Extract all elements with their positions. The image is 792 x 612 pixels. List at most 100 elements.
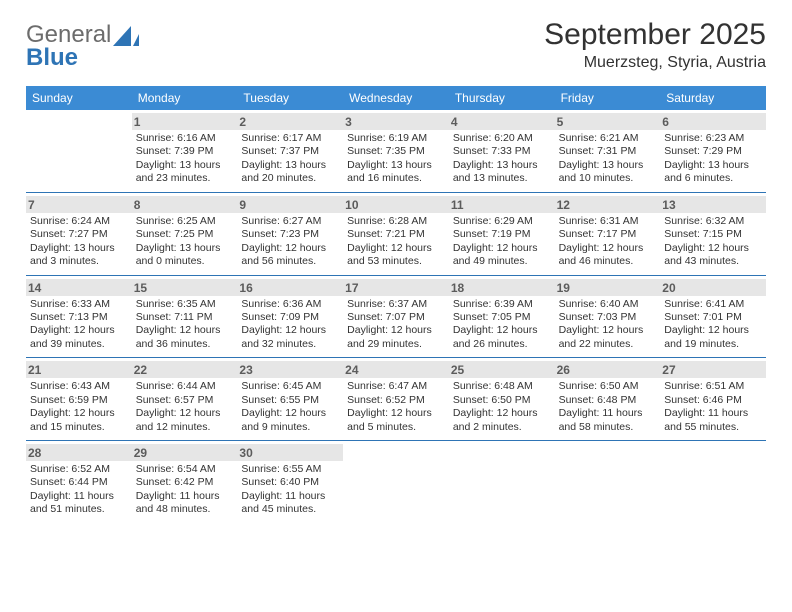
sun-info: Sunrise: 6:47 AMSunset: 6:52 PMDaylight:…: [347, 380, 445, 434]
day-number: 10: [343, 196, 449, 213]
day-number: 25: [449, 361, 555, 378]
sun-info: Sunrise: 6:41 AMSunset: 7:01 PMDaylight:…: [664, 298, 762, 352]
day-cell: 21 Sunrise: 6:43 AMSunset: 6:59 PMDayligh…: [26, 358, 132, 440]
sun-info: Sunrise: 6:32 AMSunset: 7:15 PMDaylight:…: [664, 215, 762, 269]
day-number: 15: [132, 279, 238, 296]
day-cell: [343, 441, 449, 523]
sun-info: Sunrise: 6:37 AMSunset: 7:07 PMDaylight:…: [347, 298, 445, 352]
calendar-grid: SundayMondayTuesdayWednesdayThursdayFrid…: [26, 86, 766, 523]
sun-info: Sunrise: 6:52 AMSunset: 6:44 PMDaylight:…: [30, 463, 128, 517]
day-number: 22: [132, 361, 238, 378]
dayname-cell: Saturday: [660, 86, 766, 110]
day-cell: 12 Sunrise: 6:31 AMSunset: 7:17 PMDayligh…: [555, 193, 661, 275]
dayname-row: SundayMondayTuesdayWednesdayThursdayFrid…: [26, 86, 766, 110]
day-cell: 2Sunrise: 6:17 AMSunset: 7:37 PMDaylight…: [237, 110, 343, 192]
sun-info: Sunrise: 6:54 AMSunset: 6:42 PMDaylight:…: [136, 463, 234, 517]
logo-word-blue: Blue: [26, 44, 78, 71]
sun-info: Sunrise: 6:20 AMSunset: 7:33 PMDaylight:…: [453, 132, 551, 186]
day-number: 3: [343, 113, 449, 130]
week-row: 14Sunrise: 6:33 AMSunset: 7:13 PMDayligh…: [26, 276, 766, 359]
day-cell: 26Sunrise: 6:50 AMSunset: 6:48 PMDayligh…: [555, 358, 661, 440]
sun-info: Sunrise: 6:29 AMSunset: 7:19 PMDaylight:…: [453, 215, 551, 269]
sun-info: Sunrise: 6:21 AMSunset: 7:31 PMDaylight:…: [559, 132, 657, 186]
sun-info: Sunrise: 6:45 AMSunset: 6:55 PMDaylight:…: [241, 380, 339, 434]
week-row: 7Sunrise: 6:24 AMSunset: 7:27 PMDaylight…: [26, 193, 766, 276]
sun-info: Sunrise: 6:27 AMSunset: 7:23 PMDaylight:…: [241, 215, 339, 269]
day-cell: 18Sunrise: 6:39 AMSunset: 7:05 PMDayligh…: [449, 276, 555, 358]
logo: General Blue: [26, 18, 141, 70]
day-cell: 3 Sunrise: 6:19 AMSunset: 7:35 PMDaylight…: [343, 110, 449, 192]
sun-info: Sunrise: 6:35 AMSunset: 7:11 PMDaylight:…: [136, 298, 234, 352]
sun-info: Sunrise: 6:28 AMSunset: 7:21 PMDaylight:…: [347, 215, 445, 269]
day-cell: 1Sunrise: 6:16 AMSunset: 7:39 PMDaylight…: [132, 110, 238, 192]
day-number: 26: [555, 361, 661, 378]
day-cell: 6 Sunrise: 6:23 AMSunset: 7:29 PMDaylight…: [660, 110, 766, 192]
day-cell: 13Sunrise: 6:32 AMSunset: 7:15 PMDayligh…: [660, 193, 766, 275]
day-number: 21: [26, 361, 132, 378]
sun-info: Sunrise: 6:31 AMSunset: 7:17 PMDaylight:…: [559, 215, 657, 269]
sun-info: Sunrise: 6:48 AMSunset: 6:50 PMDaylight:…: [453, 380, 551, 434]
day-number: 24: [343, 361, 449, 378]
day-cell: 17 Sunrise: 6:37 AMSunset: 7:07 PMDayligh…: [343, 276, 449, 358]
day-cell: 15 Sunrise: 6:35 AMSunset: 7:11 PMDayligh…: [132, 276, 238, 358]
day-cell: 24 Sunrise: 6:47 AMSunset: 6:52 PMDayligh…: [343, 358, 449, 440]
day-cell: 23 Sunrise: 6:45 AMSunset: 6:55 PMDayligh…: [237, 358, 343, 440]
day-number: 17: [343, 279, 449, 296]
day-number: 6: [660, 113, 766, 130]
day-number: 12: [555, 196, 661, 213]
day-number: 9: [237, 196, 343, 213]
day-cell: 4 Sunrise: 6:20 AMSunset: 7:33 PMDaylight…: [449, 110, 555, 192]
sun-info: Sunrise: 6:36 AMSunset: 7:09 PMDaylight:…: [241, 298, 339, 352]
sun-info: Sunrise: 6:51 AMSunset: 6:46 PMDaylight:…: [664, 380, 762, 434]
dayname-cell: Tuesday: [237, 86, 343, 110]
day-number: 20: [660, 279, 766, 296]
day-cell: 25 Sunrise: 6:48 AMSunset: 6:50 PMDayligh…: [449, 358, 555, 440]
weeks-container: 1Sunrise: 6:16 AMSunset: 7:39 PMDaylight…: [26, 110, 766, 523]
title-block: September 2025 Muerzsteg, Styria, Austri…: [544, 18, 766, 72]
day-number: 30: [237, 444, 343, 461]
day-number: 23: [237, 361, 343, 378]
day-cell: 22Sunrise: 6:44 AMSunset: 6:57 PMDayligh…: [132, 358, 238, 440]
dayname-cell: Wednesday: [343, 86, 449, 110]
dayname-cell: Monday: [132, 86, 238, 110]
day-number: 28: [26, 444, 132, 461]
day-cell: 14Sunrise: 6:33 AMSunset: 7:13 PMDayligh…: [26, 276, 132, 358]
day-number: 1: [132, 113, 238, 130]
day-number: 29: [132, 444, 238, 461]
logo-text: General Blue: [26, 24, 111, 70]
day-number: 27: [660, 361, 766, 378]
day-number: 19: [555, 279, 661, 296]
day-cell: [449, 441, 555, 523]
day-cell: 10 Sunrise: 6:28 AMSunset: 7:21 PMDayligh…: [343, 193, 449, 275]
day-number: 4: [449, 113, 555, 130]
sun-info: Sunrise: 6:25 AMSunset: 7:25 PMDaylight:…: [136, 215, 234, 269]
day-cell: 7Sunrise: 6:24 AMSunset: 7:27 PMDaylight…: [26, 193, 132, 275]
day-cell: 5 Sunrise: 6:21 AMSunset: 7:31 PMDaylight…: [555, 110, 661, 192]
dayname-cell: Thursday: [449, 86, 555, 110]
day-cell: [555, 441, 661, 523]
sun-info: Sunrise: 6:40 AMSunset: 7:03 PMDaylight:…: [559, 298, 657, 352]
day-cell: 27 Sunrise: 6:51 AMSunset: 6:46 PMDayligh…: [660, 358, 766, 440]
month-title: September 2025: [544, 18, 766, 52]
day-number: 18: [449, 279, 555, 296]
day-number: 16: [237, 279, 343, 296]
day-cell: 11Sunrise: 6:29 AMSunset: 7:19 PMDayligh…: [449, 193, 555, 275]
calendar-page: General Blue September 2025 Muerzsteg, S…: [0, 0, 792, 523]
location-subtitle: Muerzsteg, Styria, Austria: [544, 54, 766, 72]
week-row: 1Sunrise: 6:16 AMSunset: 7:39 PMDaylight…: [26, 110, 766, 193]
day-cell: 19 Sunrise: 6:40 AMSunset: 7:03 PMDayligh…: [555, 276, 661, 358]
sun-info: Sunrise: 6:17 AMSunset: 7:37 PMDaylight:…: [241, 132, 339, 186]
day-cell: [660, 441, 766, 523]
dayname-cell: Sunday: [26, 86, 132, 110]
week-row: 21 Sunrise: 6:43 AMSunset: 6:59 PMDayligh…: [26, 358, 766, 441]
day-number: 7: [26, 196, 132, 213]
day-cell: 29 Sunrise: 6:54 AMSunset: 6:42 PMDayligh…: [132, 441, 238, 523]
sun-info: Sunrise: 6:19 AMSunset: 7:35 PMDaylight:…: [347, 132, 445, 186]
header: General Blue September 2025 Muerzsteg, S…: [26, 18, 766, 72]
day-number: 14: [26, 279, 132, 296]
day-number: 5: [555, 113, 661, 130]
dayname-cell: Friday: [555, 86, 661, 110]
sun-info: Sunrise: 6:43 AMSunset: 6:59 PMDaylight:…: [30, 380, 128, 434]
week-row: 28 Sunrise: 6:52 AMSunset: 6:44 PMDayligh…: [26, 441, 766, 523]
sun-info: Sunrise: 6:23 AMSunset: 7:29 PMDaylight:…: [664, 132, 762, 186]
